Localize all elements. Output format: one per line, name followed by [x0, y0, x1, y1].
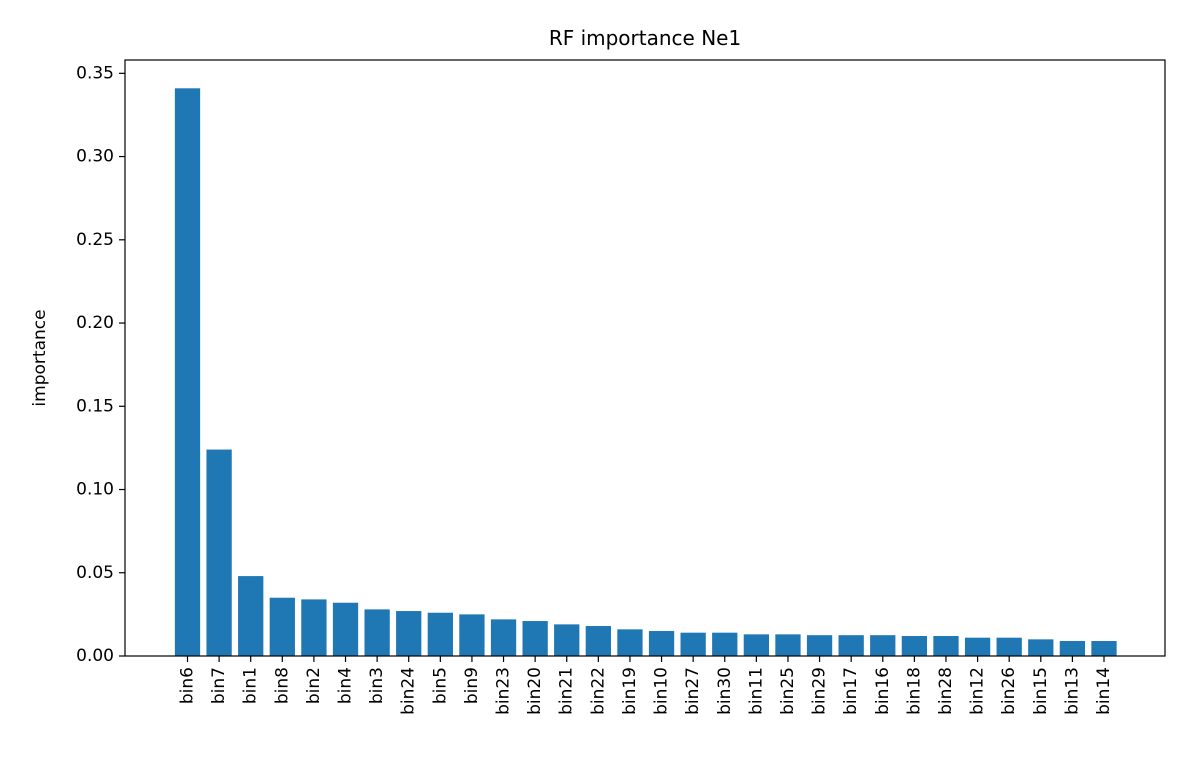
- bar-bin7: [206, 449, 232, 656]
- x-tick-label: bin20: [525, 667, 545, 715]
- bar-bin23: [490, 619, 517, 656]
- x-tick-label: bin3: [367, 667, 387, 704]
- x-tick-label: bin26: [999, 667, 1019, 715]
- bar-bin26: [996, 637, 1022, 656]
- y-tick-label: 0.20: [76, 313, 114, 333]
- bar-bin5: [427, 612, 453, 656]
- bar-bin1: [238, 576, 264, 656]
- x-tick-label: bin17: [841, 667, 861, 715]
- bar-bin18: [901, 636, 928, 656]
- x-tick-label: bin9: [462, 667, 482, 704]
- bar-bin8: [269, 597, 295, 656]
- bar-bin25: [775, 634, 801, 656]
- bar-bin11: [743, 634, 769, 656]
- y-tick-label: 0.35: [76, 63, 114, 83]
- bar-bin6: [174, 88, 201, 657]
- bar-bin14: [1091, 641, 1117, 656]
- x-tick-label: bin11: [746, 667, 766, 715]
- x-tick-label: bin12: [968, 667, 988, 715]
- bar-bin28: [933, 636, 959, 656]
- x-tick-label: bin30: [715, 667, 735, 715]
- y-tick-label: 0.05: [76, 563, 114, 583]
- bar-bin16: [870, 635, 896, 656]
- bar-bin27: [680, 632, 706, 656]
- x-tick-label: bin5: [430, 667, 450, 704]
- x-tick-label: bin7: [209, 667, 229, 704]
- bar-bin13: [1059, 641, 1086, 656]
- bar-bin17: [838, 635, 864, 656]
- bar-bin12: [964, 637, 991, 656]
- x-tick-label: bin29: [810, 667, 830, 715]
- x-tick-label: bin10: [652, 667, 672, 715]
- x-tick-label: bin13: [1062, 667, 1082, 715]
- bar-bin3: [364, 609, 390, 656]
- plot-frame: [124, 59, 1166, 657]
- x-tick-label: bin1: [241, 667, 261, 704]
- y-tick-label: 0.30: [76, 147, 114, 167]
- bar-bin24: [396, 611, 422, 656]
- bars-group: [174, 88, 1117, 657]
- bar-bin9: [459, 614, 485, 656]
- x-tick-label: bin24: [399, 667, 419, 715]
- y-tick-label: 0.00: [76, 646, 114, 666]
- bar-bin22: [585, 626, 611, 656]
- x-tick-label: bin21: [557, 667, 577, 715]
- bar-bin4: [332, 602, 359, 656]
- y-tick-label: 0.10: [76, 480, 114, 500]
- bar-bin19: [617, 629, 643, 656]
- x-tick-label: bin28: [936, 667, 956, 715]
- bar-bin21: [554, 624, 580, 656]
- y-tick-label: 0.25: [76, 230, 114, 250]
- x-tick-label: bin19: [620, 667, 640, 715]
- x-tick-label: bin2: [304, 667, 324, 704]
- x-tick-label: bin8: [272, 667, 292, 704]
- chart-title: RF importance Ne1: [549, 26, 741, 50]
- x-tick-label: bin27: [683, 667, 703, 715]
- bar-bin20: [522, 621, 548, 656]
- bar-bin30: [712, 632, 738, 656]
- x-tick-label: bin18: [904, 667, 924, 715]
- x-tick-label: bin16: [873, 667, 893, 715]
- y-axis-label: importance: [30, 309, 50, 406]
- bar-bin2: [301, 599, 327, 656]
- x-tick-label: bin23: [494, 667, 514, 715]
- bar-bin15: [1028, 639, 1054, 656]
- y-axis: 0.00 0.05 0.10 0.15 0.20 0.25 0.30 0.35: [76, 63, 125, 666]
- x-tick-label: bin15: [1031, 667, 1051, 715]
- x-tick-label: bin4: [336, 667, 356, 704]
- x-tick-label: bin25: [778, 667, 798, 715]
- x-axis: bin6 bin7 bin1 bin8 bin2 bin4 bin3 bin24 bin5 bin…: [178, 656, 1114, 715]
- x-tick-label: bin14: [1094, 667, 1114, 715]
- x-tick-label: bin22: [588, 667, 608, 715]
- x-tick-label: bin6: [178, 667, 198, 704]
- y-tick-label: 0.15: [76, 396, 114, 416]
- bar-bin10: [648, 631, 675, 656]
- bar-bin29: [806, 635, 833, 656]
